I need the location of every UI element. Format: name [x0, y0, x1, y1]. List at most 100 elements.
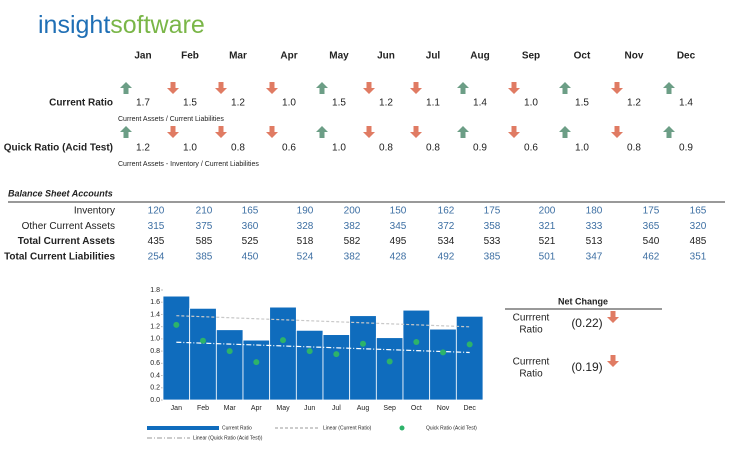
ratio-value: 1.5: [332, 98, 346, 109]
month-label: Jul: [426, 51, 441, 62]
y-tick-label: 0.6: [150, 360, 160, 367]
cell-value: 513: [586, 236, 603, 247]
arrow-down: [363, 126, 375, 138]
ratio-value: 1.0: [183, 143, 197, 154]
cell-value: 462: [643, 252, 660, 263]
month-label: May: [329, 51, 349, 62]
cell-value: 385: [196, 252, 213, 263]
bar: [242, 339, 271, 401]
ratio-value: 1.2: [627, 98, 641, 109]
cell-value: 162: [438, 206, 455, 217]
dot: [173, 321, 180, 328]
month-label: Feb: [181, 51, 199, 62]
cell-value: 200: [344, 206, 361, 217]
cell-value: 450: [242, 252, 259, 263]
section-title: Balance Sheet Accounts: [8, 188, 113, 198]
x-tick-label: Feb: [197, 405, 209, 412]
arrow-down: [607, 355, 619, 367]
x-tick-label: Mar: [224, 405, 237, 412]
bar: [429, 328, 457, 401]
bar: [375, 337, 404, 401]
month-label: Mar: [229, 51, 247, 62]
cell-value: 165: [242, 206, 259, 217]
y-tick-label: 1.2: [150, 324, 160, 331]
y-tick-label: 1.8: [150, 287, 160, 294]
cell-value: 375: [196, 221, 213, 232]
arrow-down: [410, 82, 422, 94]
arrow-down: [508, 126, 520, 138]
row-label: Other Current Assets: [22, 221, 115, 232]
cell-value: 347: [586, 252, 603, 263]
dot: [360, 340, 366, 347]
x-tick-label: Nov: [437, 405, 450, 412]
dot: [280, 337, 286, 344]
arrow-down: [611, 126, 623, 138]
month-label: Apr: [280, 51, 297, 62]
month-label: Sep: [522, 51, 540, 62]
row-label: Inventory: [74, 206, 115, 217]
arrow-down: [167, 82, 179, 94]
x-tick-label: May: [276, 405, 290, 412]
arrow-up: [457, 126, 469, 138]
cell-value: 200: [539, 206, 556, 217]
legend-label: Current Ratio: [222, 425, 252, 431]
x-tick-label: Jan: [171, 405, 182, 412]
month-label: Aug: [470, 51, 489, 62]
dot: [226, 348, 233, 355]
x-tick-label: Aug: [357, 405, 370, 412]
bar: [162, 295, 191, 401]
x-tick-label: Oct: [411, 405, 422, 412]
cell-value: 320: [690, 221, 707, 232]
cell-value: 180: [586, 206, 603, 217]
ratio-value: 0.6: [282, 143, 296, 154]
cell-value: 333: [586, 221, 603, 232]
bar: [215, 329, 244, 401]
cell-value: 485: [690, 236, 707, 247]
ratio-value: 0.6: [524, 143, 538, 154]
legend-swatch: [399, 425, 405, 431]
ratio-value: 1.0: [282, 98, 296, 109]
ratio-value: 1.1: [426, 98, 440, 109]
month-label: Oct: [574, 51, 591, 62]
cell-value: 345: [390, 221, 407, 232]
y-tick-label: 1.6: [150, 299, 160, 306]
ratio-value: 0.9: [679, 143, 693, 154]
cell-value: 328: [297, 221, 314, 232]
cell-value: 150: [390, 206, 407, 217]
bar: [402, 309, 431, 401]
logo-part: software: [110, 11, 204, 39]
net-change-value: (0.19): [571, 360, 602, 374]
month-label: Jun: [377, 51, 395, 62]
arrow-up: [316, 82, 328, 94]
dot: [306, 348, 313, 355]
cell-value: 382: [344, 221, 361, 232]
arrow-down: [611, 82, 623, 94]
dot: [200, 337, 206, 344]
row-label: Total Current Assets: [18, 236, 116, 247]
x-tick-label: Jul: [332, 405, 341, 412]
arrow-down: [508, 82, 520, 94]
ratio-value: 1.5: [183, 98, 197, 109]
ratio-value: 1.2: [231, 98, 245, 109]
arrow-up: [120, 82, 132, 94]
ratio-value: 0.8: [231, 143, 245, 154]
cell-value: 492: [438, 252, 455, 263]
net-change-label: Currrent: [513, 313, 550, 324]
cell-value: 120: [148, 206, 165, 217]
arrow-down: [266, 82, 278, 94]
cell-value: 501: [539, 252, 556, 263]
cell-value: 495: [390, 236, 407, 247]
arrow-down: [266, 126, 278, 138]
dot: [413, 338, 420, 345]
cell-value: 372: [438, 221, 455, 232]
ratio-formula: Current Assets / Current Liabilities: [118, 116, 224, 123]
cell-value: 321: [539, 221, 556, 232]
bar: [269, 306, 297, 401]
ratio-formula: Current Assets - Inventory / Current Lia…: [118, 161, 259, 168]
y-tick-label: 0.2: [150, 385, 160, 392]
arrow-up: [120, 126, 132, 138]
arrow-up: [663, 82, 675, 94]
arrow-up: [663, 126, 675, 138]
bar: [295, 329, 324, 401]
